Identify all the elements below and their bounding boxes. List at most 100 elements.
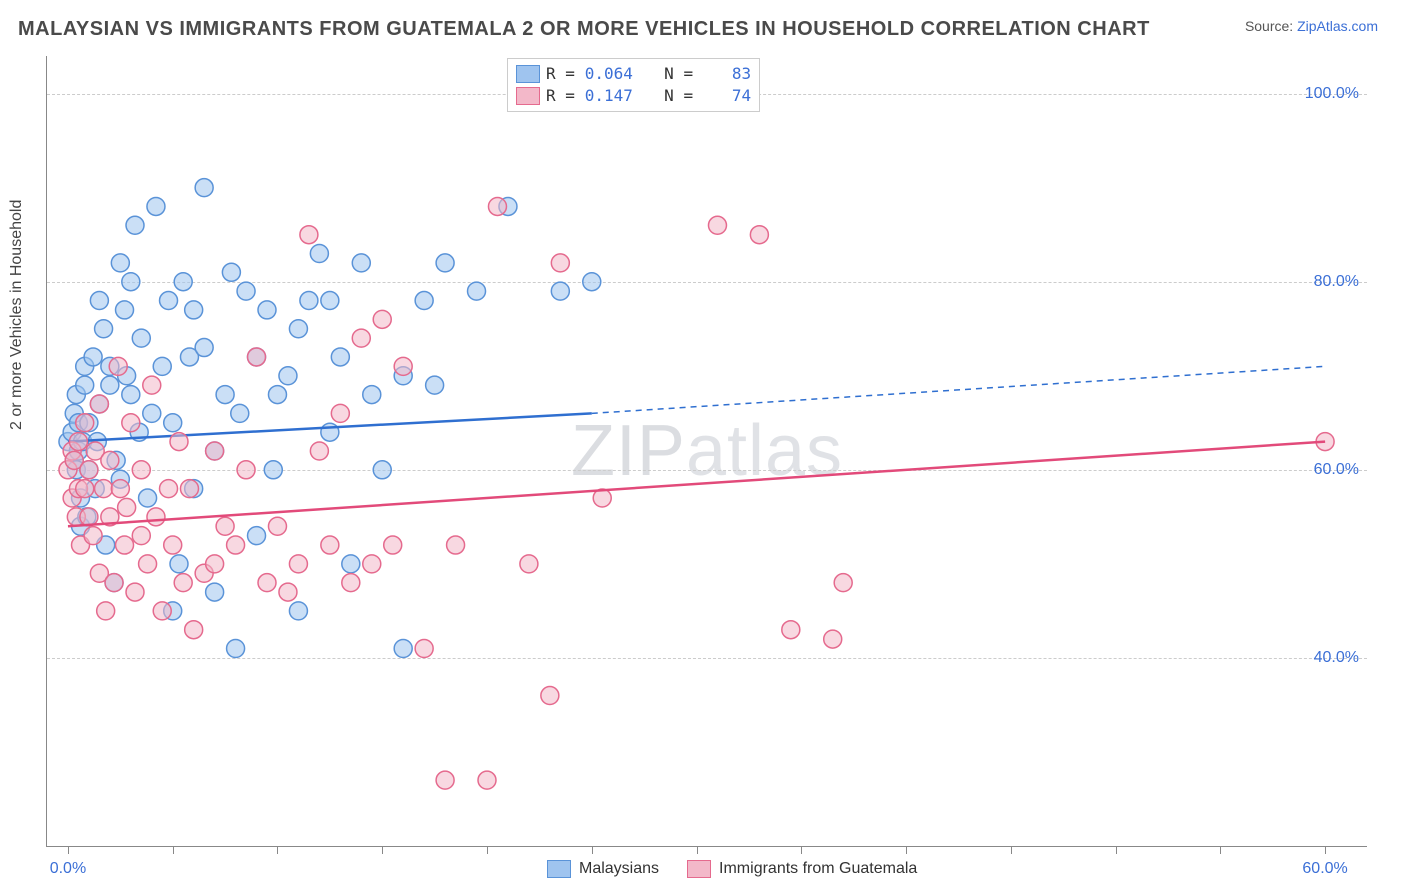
scatter-point-series-0 xyxy=(195,339,213,357)
x-tick-label: 0.0% xyxy=(50,860,86,878)
scatter-point-series-1 xyxy=(90,395,108,413)
r-label-1: R = xyxy=(546,85,575,107)
scatter-point-series-1 xyxy=(342,574,360,592)
legend-label-0: Malaysians xyxy=(579,860,659,878)
scatter-point-series-0 xyxy=(111,254,129,272)
scatter-point-series-1 xyxy=(139,555,157,573)
scatter-point-series-1 xyxy=(111,480,129,498)
legend-label-1: Immigrants from Guatemala xyxy=(719,860,917,878)
scatter-point-series-0 xyxy=(231,404,249,422)
scatter-point-series-1 xyxy=(373,310,391,328)
x-tick xyxy=(487,846,488,854)
x-tick xyxy=(68,846,69,854)
scatter-point-series-0 xyxy=(310,245,328,263)
x-tick xyxy=(277,846,278,854)
scatter-point-series-0 xyxy=(264,461,282,479)
scatter-point-series-1 xyxy=(153,602,171,620)
scatter-point-series-0 xyxy=(237,282,255,300)
scatter-point-series-1 xyxy=(248,348,266,366)
scatter-point-series-0 xyxy=(300,292,318,310)
scatter-point-series-0 xyxy=(321,423,339,441)
scatter-point-series-0 xyxy=(363,386,381,404)
scatter-point-series-1 xyxy=(750,226,768,244)
scatter-point-series-0 xyxy=(551,282,569,300)
scatter-point-series-1 xyxy=(384,536,402,554)
scatter-point-series-0 xyxy=(160,292,178,310)
scatter-point-series-1 xyxy=(237,461,255,479)
legend-row-series-1: R = 0.147 N = 74 xyxy=(516,85,751,107)
scatter-point-series-1 xyxy=(80,461,98,479)
scatter-point-series-0 xyxy=(84,348,102,366)
scatter-point-series-0 xyxy=(468,282,486,300)
scatter-point-series-1 xyxy=(174,574,192,592)
scatter-point-series-1 xyxy=(708,216,726,234)
scatter-point-series-1 xyxy=(118,498,136,516)
scatter-point-series-1 xyxy=(352,329,370,347)
scatter-point-series-1 xyxy=(300,226,318,244)
scatter-point-series-1 xyxy=(84,527,102,545)
trendline-dashed-series-0 xyxy=(592,366,1325,413)
scatter-point-series-1 xyxy=(363,555,381,573)
scatter-point-series-1 xyxy=(321,536,339,554)
scatter-point-series-1 xyxy=(782,621,800,639)
scatter-point-series-1 xyxy=(488,197,506,215)
scatter-point-series-1 xyxy=(268,517,286,535)
x-tick xyxy=(697,846,698,854)
scatter-point-series-0 xyxy=(426,376,444,394)
scatter-point-series-1 xyxy=(824,630,842,648)
scatter-point-series-0 xyxy=(289,320,307,338)
scatter-point-series-0 xyxy=(185,301,203,319)
scatter-point-series-1 xyxy=(160,480,178,498)
n-label-1: N = xyxy=(664,85,693,107)
scatter-point-series-0 xyxy=(95,320,113,338)
scatter-point-series-0 xyxy=(174,273,192,291)
source-attribution: Source: ZipAtlas.com xyxy=(1245,18,1378,34)
scatter-point-series-0 xyxy=(394,640,412,658)
scatter-point-series-1 xyxy=(310,442,328,460)
source-link[interactable]: ZipAtlas.com xyxy=(1297,18,1378,34)
scatter-point-series-0 xyxy=(216,386,234,404)
scatter-point-series-1 xyxy=(258,574,276,592)
correlation-legend: R = 0.064 N = 83 R = 0.147 N = 74 xyxy=(507,58,760,112)
x-tick xyxy=(592,846,593,854)
x-tick xyxy=(382,846,383,854)
scatter-point-series-1 xyxy=(80,508,98,526)
scatter-point-series-1 xyxy=(415,640,433,658)
scatter-point-series-1 xyxy=(331,404,349,422)
n-value-1: 74 xyxy=(699,85,751,107)
scatter-point-series-1 xyxy=(541,687,559,705)
scatter-point-series-0 xyxy=(195,179,213,197)
legend-item-1: Immigrants from Guatemala xyxy=(687,860,917,878)
trendline-solid-series-1 xyxy=(68,442,1325,527)
scatter-point-series-1 xyxy=(76,414,94,432)
swatch-series-0-icon xyxy=(547,860,571,878)
scatter-point-series-1 xyxy=(126,583,144,601)
scatter-point-series-1 xyxy=(447,536,465,554)
scatter-point-series-1 xyxy=(180,480,198,498)
scatter-point-series-1 xyxy=(170,433,188,451)
x-tick xyxy=(173,846,174,854)
swatch-series-1 xyxy=(516,87,540,105)
scatter-point-series-0 xyxy=(139,489,157,507)
scatter-point-series-0 xyxy=(122,386,140,404)
scatter-point-series-0 xyxy=(147,197,165,215)
x-tick xyxy=(1116,846,1117,854)
x-tick xyxy=(1011,846,1012,854)
x-tick xyxy=(801,846,802,854)
scatter-svg xyxy=(47,56,1367,846)
scatter-point-series-0 xyxy=(222,263,240,281)
scatter-point-series-0 xyxy=(164,414,182,432)
scatter-point-series-0 xyxy=(170,555,188,573)
scatter-point-series-1 xyxy=(147,508,165,526)
scatter-point-series-1 xyxy=(76,480,94,498)
scatter-point-series-0 xyxy=(132,329,150,347)
scatter-point-series-1 xyxy=(97,602,115,620)
scatter-point-series-1 xyxy=(164,536,182,554)
r-value-0: 0.064 xyxy=(581,63,633,85)
scatter-point-series-0 xyxy=(352,254,370,272)
scatter-point-series-0 xyxy=(101,376,119,394)
scatter-point-series-0 xyxy=(321,292,339,310)
page-title: MALAYSIAN VS IMMIGRANTS FROM GUATEMALA 2… xyxy=(18,18,1150,41)
scatter-point-series-0 xyxy=(415,292,433,310)
scatter-point-series-0 xyxy=(583,273,601,291)
